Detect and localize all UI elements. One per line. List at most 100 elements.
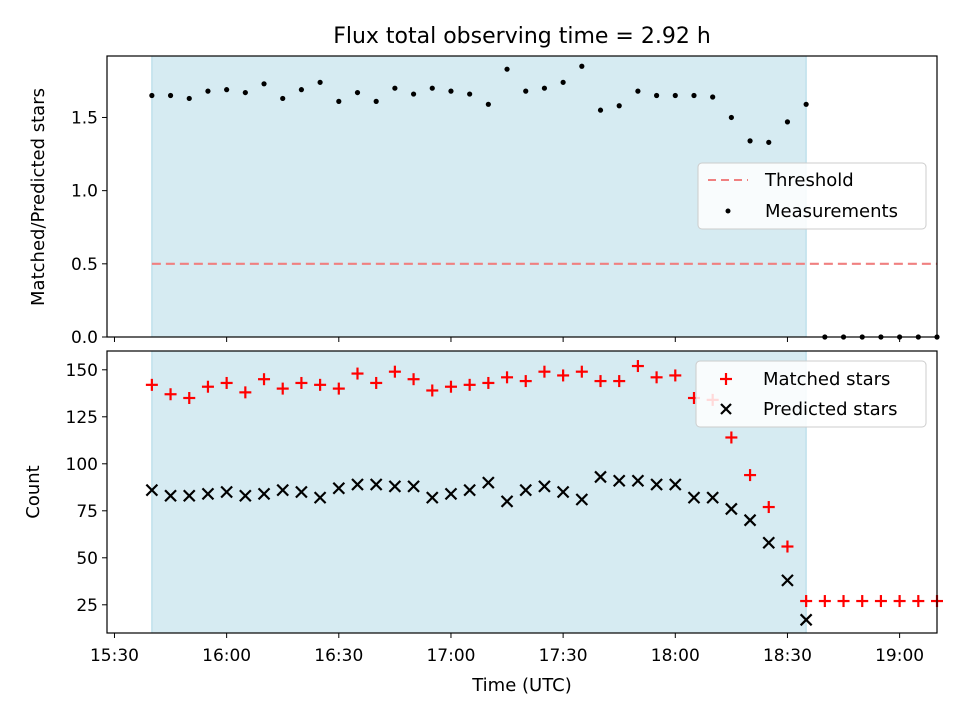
matched-stars-point — [239, 386, 252, 399]
measurement-point — [224, 87, 230, 93]
measurement-point — [186, 95, 192, 102]
measurement-point — [467, 91, 473, 97]
measurement-point — [298, 87, 305, 93]
measurement-point — [261, 81, 267, 87]
y-tick-label: 1.5 — [71, 108, 98, 128]
observing-window-span — [151, 55, 807, 338]
predicted-stars-point — [145, 483, 159, 497]
legend-threshold-label: Threshold — [764, 170, 854, 191]
count-legend-box — [695, 360, 927, 428]
legend-matched-label: Matched stars — [763, 369, 890, 390]
matched-stars-point — [650, 371, 663, 384]
matched-stars-point — [332, 382, 345, 395]
matched-stars-point — [501, 371, 514, 384]
measurement-point — [354, 89, 361, 96]
y-tick-label: 0.0 — [71, 328, 98, 348]
predicted-stars-point — [276, 483, 289, 497]
measurement-point — [167, 92, 174, 99]
predicted-stars-point — [650, 478, 663, 491]
predicted-stars-point — [612, 474, 626, 487]
measurement-point — [392, 85, 398, 91]
x-tick-label: 19:00 — [875, 646, 924, 666]
matched-stars-point — [220, 376, 233, 389]
predicted-stars-point — [463, 483, 476, 497]
measurement-point — [616, 103, 622, 109]
matched-stars-point — [781, 540, 794, 553]
matched-stars-point — [613, 375, 626, 388]
measurement-point — [448, 88, 454, 94]
matched-stars-point — [837, 595, 850, 608]
predicted-stars-point — [332, 481, 346, 495]
matched-stars-point — [557, 369, 570, 382]
y-tick-label: 75 — [76, 502, 98, 522]
y-tick-label: 125 — [66, 408, 98, 428]
measurement-point — [710, 94, 716, 100]
predicted-stars-point — [538, 480, 551, 493]
y-tick-label: 50 — [76, 549, 98, 569]
matched-stars-point — [893, 595, 906, 608]
x-tick-label: 18:00 — [651, 646, 700, 666]
predicted-stars-point — [220, 485, 233, 499]
count-legend: Matched stars Predicted stars — [695, 360, 927, 428]
measurement-point — [766, 139, 772, 145]
chart-title: Flux total observing time = 2.92 h — [333, 24, 711, 49]
measurement-point — [373, 98, 379, 104]
ratio-y-axis-label: Matched/Predicted stars — [28, 88, 49, 306]
predicted-stars-point — [444, 487, 458, 501]
measurement-point — [504, 66, 510, 72]
predicted-stars-point — [500, 495, 514, 508]
predicted-stars-point — [594, 470, 607, 484]
matched-stars-point — [912, 595, 925, 608]
matched-stars-point — [295, 376, 308, 389]
predicted-stars-point — [313, 491, 327, 504]
matched-stars-point — [201, 380, 214, 393]
matched-stars-point — [818, 595, 831, 608]
measurement-point — [429, 85, 435, 91]
ratio-panel: 0.0 0.5 1.0 1.5 Matched/Predicted stars Thr… — [28, 55, 940, 348]
measurement-point — [336, 98, 342, 104]
measurement-point — [747, 138, 753, 144]
predicted-stars-point — [182, 489, 196, 503]
measurement-point — [317, 79, 323, 85]
count-y-axis-label: Count — [23, 465, 44, 518]
predicted-stars-point — [706, 491, 719, 504]
measurement-point — [205, 88, 211, 94]
matched-stars-point — [856, 595, 869, 608]
matched-stars-point — [426, 384, 439, 397]
predicted-stars-point — [369, 478, 383, 491]
legend-matched-swatch — [720, 373, 732, 385]
matched-stars-point — [388, 365, 401, 378]
predicted-stars-point — [687, 491, 701, 504]
predicted-stars-point — [388, 480, 402, 493]
legend-measurements-label: Measurements — [765, 201, 898, 222]
measurement-point — [579, 63, 585, 69]
predicted-stars-point — [164, 489, 177, 503]
x-tick-label: 17:30 — [539, 646, 588, 666]
matched-stars-point — [575, 365, 588, 378]
legend-predicted-swatch — [720, 403, 732, 415]
measurement-point — [541, 85, 548, 91]
matched-stars-point — [538, 365, 551, 378]
matched-stars-point — [631, 360, 644, 373]
measurement-point — [803, 101, 809, 107]
matched-stars-point — [407, 373, 420, 386]
x-tick-label: 17:00 — [426, 646, 475, 666]
measurement-point — [560, 79, 566, 85]
matched-stars-point — [314, 378, 327, 391]
matched-stars-point — [762, 501, 775, 514]
matched-stars-point — [183, 392, 196, 404]
predicted-stars-point — [201, 487, 215, 501]
measurement-point — [523, 88, 529, 94]
matched-stars-point — [164, 388, 177, 401]
measurement-point — [635, 88, 641, 94]
matched-stars-point — [482, 376, 495, 389]
matched-stars-point — [444, 380, 457, 393]
x-tick-label: 16:30 — [314, 646, 363, 666]
matched-stars-point — [145, 378, 158, 391]
predicted-stars-point — [799, 613, 813, 627]
y-tick-label: 1.0 — [71, 182, 98, 202]
measurement-point — [691, 92, 697, 99]
measurement-point — [597, 107, 604, 113]
